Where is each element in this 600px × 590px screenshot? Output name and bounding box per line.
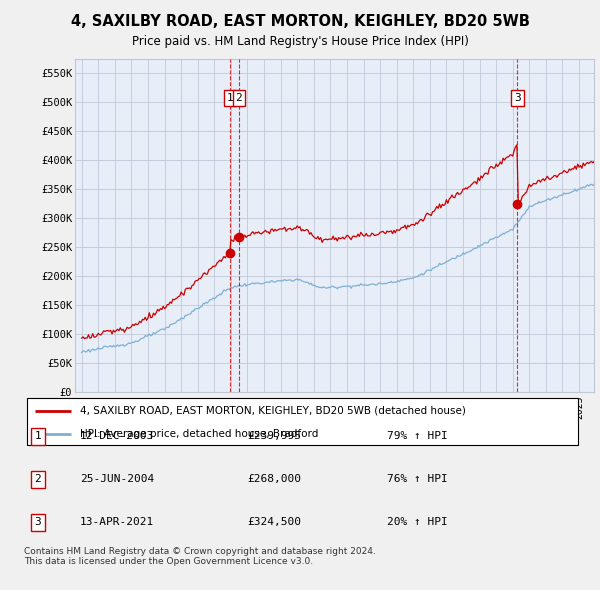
Text: 4, SAXILBY ROAD, EAST MORTON, KEIGHLEY, BD20 5WB (detached house): 4, SAXILBY ROAD, EAST MORTON, KEIGHLEY, … xyxy=(80,405,466,415)
Text: 4, SAXILBY ROAD, EAST MORTON, KEIGHLEY, BD20 5WB: 4, SAXILBY ROAD, EAST MORTON, KEIGHLEY, … xyxy=(71,14,529,28)
Text: 79% ↑ HPI: 79% ↑ HPI xyxy=(387,431,448,441)
Text: 1: 1 xyxy=(35,431,41,441)
Text: £239,995: £239,995 xyxy=(247,431,301,441)
Text: Contains HM Land Registry data © Crown copyright and database right 2024.
This d: Contains HM Land Registry data © Crown c… xyxy=(24,547,376,566)
Text: 76% ↑ HPI: 76% ↑ HPI xyxy=(387,474,448,484)
FancyBboxPatch shape xyxy=(27,398,578,445)
Text: 3: 3 xyxy=(514,93,521,103)
Text: 12-DEC-2003: 12-DEC-2003 xyxy=(80,431,154,441)
Text: 1: 1 xyxy=(227,93,233,103)
Text: Price paid vs. HM Land Registry's House Price Index (HPI): Price paid vs. HM Land Registry's House … xyxy=(131,35,469,48)
Text: £324,500: £324,500 xyxy=(247,517,301,527)
Text: HPI: Average price, detached house, Bradford: HPI: Average price, detached house, Brad… xyxy=(80,429,318,439)
Text: £268,000: £268,000 xyxy=(247,474,301,484)
Text: 3: 3 xyxy=(35,517,41,527)
Text: 20% ↑ HPI: 20% ↑ HPI xyxy=(387,517,448,527)
Text: 2: 2 xyxy=(235,93,242,103)
Text: 25-JUN-2004: 25-JUN-2004 xyxy=(80,474,154,484)
Text: 13-APR-2021: 13-APR-2021 xyxy=(80,517,154,527)
Text: 2: 2 xyxy=(35,474,41,484)
